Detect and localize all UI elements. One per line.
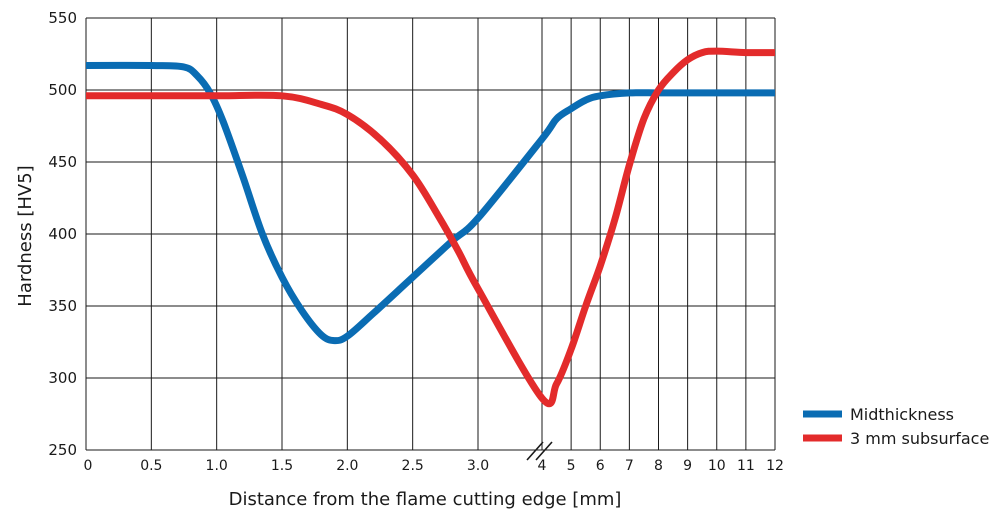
x-axis-title: Distance from the flame cutting edge [mm…	[229, 489, 622, 510]
y-tick-label: 550	[48, 9, 77, 27]
y-tick-label: 350	[48, 297, 77, 315]
x-tick-label: 2.0	[336, 458, 358, 474]
x-tick-label: 0	[84, 458, 93, 474]
y-tick-label: 400	[48, 225, 77, 243]
x-tick-label: 1.5	[271, 458, 293, 474]
legend: Midthickness 3 mm subsurface	[803, 405, 989, 448]
y-tick-label: 450	[48, 153, 77, 171]
legend-label: 3 mm subsurface	[850, 429, 989, 448]
axis-break-mark	[535, 441, 553, 461]
x-tick-label: 6	[596, 458, 605, 474]
y-axis-title: Hardness [HV5]	[15, 165, 36, 306]
series-lines	[85, 47, 776, 408]
x-tick-label: 8	[654, 458, 663, 474]
x-tick-label: 11	[737, 458, 755, 474]
x-tick-label: 9	[683, 458, 692, 474]
x-tick-label: 4	[538, 458, 547, 474]
tick-labels: 250 300 350 400 450 500 550 0 0.5 1.0 1.5 2.0 2.5 3.0…	[48, 9, 784, 474]
x-tick-label: 1.0	[206, 458, 228, 474]
y-tick-label: 300	[48, 369, 77, 387]
series-line-3mm-subsurface	[86, 47, 776, 408]
x-tick-label: 2.5	[402, 458, 424, 474]
x-tick-label: 10	[708, 458, 726, 474]
x-tick-label: 12	[766, 458, 784, 474]
y-tick-label: 500	[48, 81, 77, 99]
y-tick-label: 250	[48, 441, 77, 459]
axis-break-mark	[526, 441, 544, 461]
legend-label: Midthickness	[850, 405, 954, 424]
axis-break	[526, 441, 553, 461]
grid	[85, 17, 776, 451]
series-line-midthickness	[85, 61, 775, 345]
x-tick-label: 5	[567, 458, 576, 474]
x-tick-label: 7	[625, 458, 634, 474]
x-tick-label: 3.0	[467, 458, 489, 474]
x-tick-label: 0.5	[140, 458, 162, 474]
